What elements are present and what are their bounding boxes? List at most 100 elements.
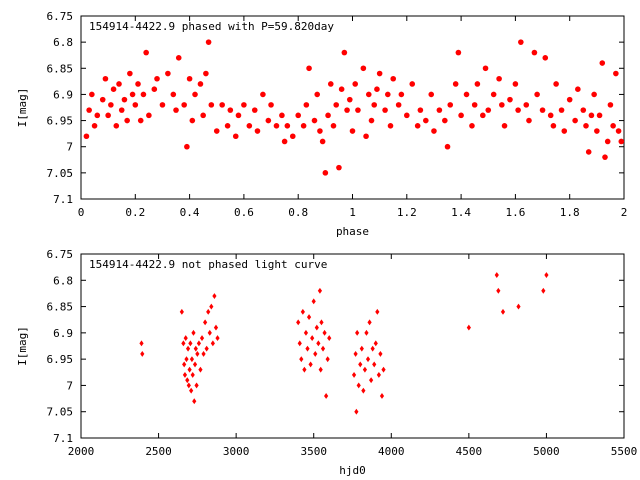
data-point [194, 382, 199, 389]
data-point [381, 366, 386, 373]
data-point [322, 329, 327, 336]
data-point [187, 366, 192, 373]
data-point [316, 340, 321, 347]
data-point [206, 308, 211, 315]
data-point [496, 287, 501, 294]
data-point [186, 382, 191, 389]
x-tick-label: 2000 [68, 445, 95, 458]
phased-x-axis-label: phase [336, 225, 369, 238]
data-point [311, 117, 318, 124]
y-tick-label: 7.05 [47, 406, 74, 419]
data-point [338, 86, 345, 92]
data-point [296, 319, 301, 326]
data-point [105, 112, 111, 119]
data-point [344, 107, 350, 113]
data-point [170, 91, 177, 98]
data-point [146, 112, 152, 119]
data-point [110, 86, 117, 92]
x-tick-label: 1.8 [560, 206, 580, 219]
data-point [181, 340, 186, 347]
data-point [414, 123, 421, 129]
data-point [181, 102, 187, 108]
data-point [613, 70, 619, 77]
data-point [395, 102, 402, 108]
data-point [193, 345, 198, 352]
data-point [289, 133, 296, 140]
y-tick-label: 6.8 [53, 36, 73, 49]
x-tick-label: 1.4 [451, 206, 471, 219]
data-point [318, 366, 323, 373]
data-point [349, 128, 356, 134]
data-point [566, 96, 573, 103]
data-point [466, 324, 471, 331]
data-point [327, 81, 334, 87]
data-point [190, 371, 195, 378]
data-point [531, 49, 538, 56]
x-tick-label: 5500 [611, 445, 638, 458]
data-point [198, 366, 203, 373]
y-tick-label: 6.75 [47, 10, 74, 23]
data-point [490, 91, 497, 98]
data-point [596, 112, 603, 119]
data-point [618, 138, 625, 145]
data-point [436, 107, 443, 113]
data-point [575, 86, 581, 92]
phased-x-tick-labels: 0 0.2 0.4 0.6 0.8 1 1.2 1.4 1.6 1.8 2 [78, 206, 628, 219]
y-tick-label: 6.75 [47, 248, 74, 261]
data-point [409, 81, 416, 87]
data-point [610, 123, 616, 129]
data-point [539, 107, 546, 113]
data-point [602, 154, 608, 160]
data-point [317, 287, 323, 294]
data-point [327, 335, 332, 342]
data-point [324, 393, 329, 399]
data-point [482, 65, 489, 72]
data-point [213, 324, 219, 331]
y-tick-label: 7.05 [47, 167, 74, 180]
unphased-y-tick-labels: 6.75 6.8 6.85 6.9 6.95 7 7.05 7.1 [47, 248, 74, 445]
data-point [279, 112, 285, 119]
data-point [201, 350, 206, 357]
data-point [195, 350, 200, 357]
phased-y-tick-labels: 6.75 6.8 6.85 6.9 6.95 7 7.05 7.1 [47, 10, 74, 206]
data-point [179, 308, 184, 315]
data-point [325, 356, 330, 363]
data-point [398, 91, 405, 98]
unphased-plot-frame [80, 253, 625, 439]
data-point [442, 117, 448, 124]
data-point [499, 102, 505, 108]
data-point [140, 350, 145, 357]
x-tick-label: 0.8 [288, 206, 308, 219]
x-tick-label: 2 [621, 206, 628, 219]
x-tick-label: 1.2 [397, 206, 417, 219]
data-point [232, 133, 239, 140]
data-point [208, 102, 215, 108]
data-point [352, 81, 359, 87]
data-point [135, 81, 141, 87]
data-point [303, 329, 309, 336]
data-point [580, 107, 587, 113]
data-point [159, 102, 166, 108]
unphased-y-axis-label: I[mag] [16, 326, 29, 366]
data-point [314, 324, 319, 331]
x-tick-label: 5000 [533, 445, 560, 458]
data-point [387, 123, 394, 129]
data-point [534, 91, 540, 98]
phased-data-points [83, 39, 625, 176]
data-point [186, 75, 193, 82]
data-point [313, 350, 318, 357]
unphased-axis-ticks [80, 253, 625, 439]
data-point [333, 102, 340, 108]
data-point [367, 319, 372, 326]
data-point [354, 408, 359, 415]
data-point [356, 382, 361, 389]
data-point [199, 335, 205, 342]
data-point [86, 107, 92, 113]
x-tick-label: 4000 [378, 445, 405, 458]
data-point [192, 91, 198, 98]
data-point [341, 49, 348, 56]
data-point [455, 49, 462, 56]
data-point [561, 128, 568, 134]
y-tick-label: 7.1 [53, 193, 73, 206]
data-point [544, 272, 549, 278]
